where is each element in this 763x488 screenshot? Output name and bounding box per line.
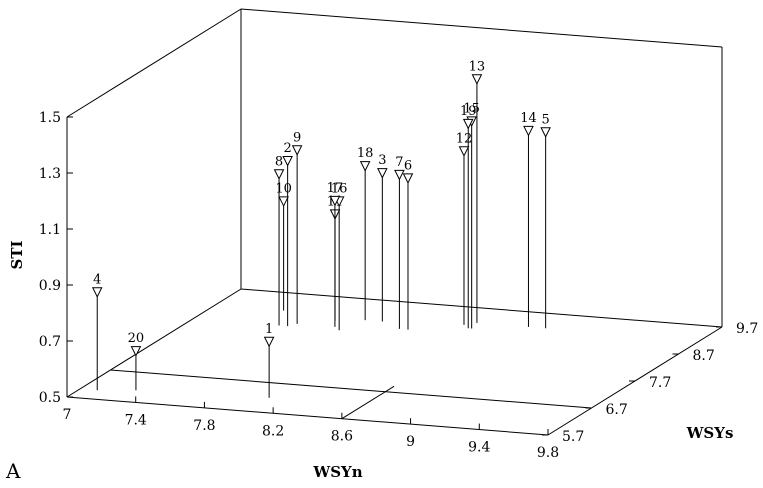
z-tick-label: 1.1 [39,222,61,238]
point-label: 14 [520,111,537,126]
data-point-10: 10 [275,181,292,310]
triangle-marker [378,169,387,178]
data-point-2: 2 [283,141,292,326]
triangle-marker [395,170,404,179]
triangle-marker [541,128,550,137]
data-point-20: 20 [128,331,145,390]
x-tick-label: 9 [406,434,415,450]
point-label: 9 [293,130,301,145]
z-tick-label: 0.7 [39,334,61,350]
data-point-6: 6 [403,158,412,329]
triangle-marker [524,126,533,135]
left-top-edge [67,9,241,117]
data-point-9: 9 [293,130,302,324]
point-label: 8 [275,154,283,169]
floor-lines [111,370,592,419]
point-label: 13 [469,59,486,74]
data-point-7: 7 [395,155,404,329]
z-tick-label: 0.5 [39,390,61,406]
point-label: 18 [357,146,374,161]
z-axis-label: STI [8,240,26,269]
y-tick-label: 6.7 [606,402,628,418]
data-point-5: 5 [541,112,550,328]
x-tick-label: 8.2 [262,423,284,439]
y-tick-label: 9.7 [736,321,758,337]
back-top-edge [241,9,722,47]
point-label: 3 [378,153,386,168]
triangle-marker [279,197,288,206]
point-label: 19 [460,104,477,119]
triangle-marker [93,288,102,297]
z-tick-label: 1.3 [39,166,61,182]
point-label: 2 [283,141,291,156]
y-tick-label: 5.7 [562,429,584,445]
triangle-marker [265,337,274,346]
data-point-1: 1 [265,322,274,398]
data-point-3: 3 [378,153,387,321]
x-tick-label: 9.8 [537,445,559,461]
point-label: 7 [395,155,403,170]
back-wall-bottom-edge [241,289,722,327]
x-tick-label: 7.4 [125,412,147,428]
y-tick-label: 8.7 [693,348,715,364]
floor-tick-x [342,386,394,418]
z-tick-label: 1.5 [39,110,61,126]
x-tick-label: 7.8 [193,418,215,434]
data-point-12: 12 [456,131,473,325]
y-axis-label: WSYs [686,424,734,442]
data-point-8: 8 [275,154,284,325]
plot-box [67,9,722,435]
x-tick-label: 9.4 [468,440,490,456]
z-tick-label: 0.9 [39,278,61,294]
x-axis-label: WSYn [312,463,362,481]
point-label: 5 [542,112,550,127]
triangle-marker [361,162,370,171]
x-tick-label: 8.6 [331,429,353,445]
triangle-marker [131,347,140,356]
data-point-18: 18 [357,146,374,320]
x-tick-label: 7 [63,407,72,423]
triangle-marker [459,147,468,156]
floor-line-y [111,370,592,408]
point-label: 17 [327,181,344,196]
data-point-14: 14 [520,111,537,327]
point-label: 10 [275,181,292,196]
point-label: 1 [265,322,273,337]
panel-label: A [5,459,21,483]
data-point-13: 13 [469,59,486,323]
triangle-marker [275,170,284,179]
point-label: 20 [128,331,145,346]
triangle-marker [283,156,292,165]
y-tick-label: 7.7 [649,375,671,391]
data-stems: 1234567891011121314151617181920 [93,59,550,397]
floor-left-edge [67,289,241,397]
point-label: 4 [93,272,101,287]
triangle-marker [293,146,302,155]
data-point-4: 4 [93,272,102,390]
point-label: 6 [404,158,412,173]
triangle-marker [403,174,412,183]
triangle-marker [472,75,481,84]
point-label: 12 [456,131,473,146]
